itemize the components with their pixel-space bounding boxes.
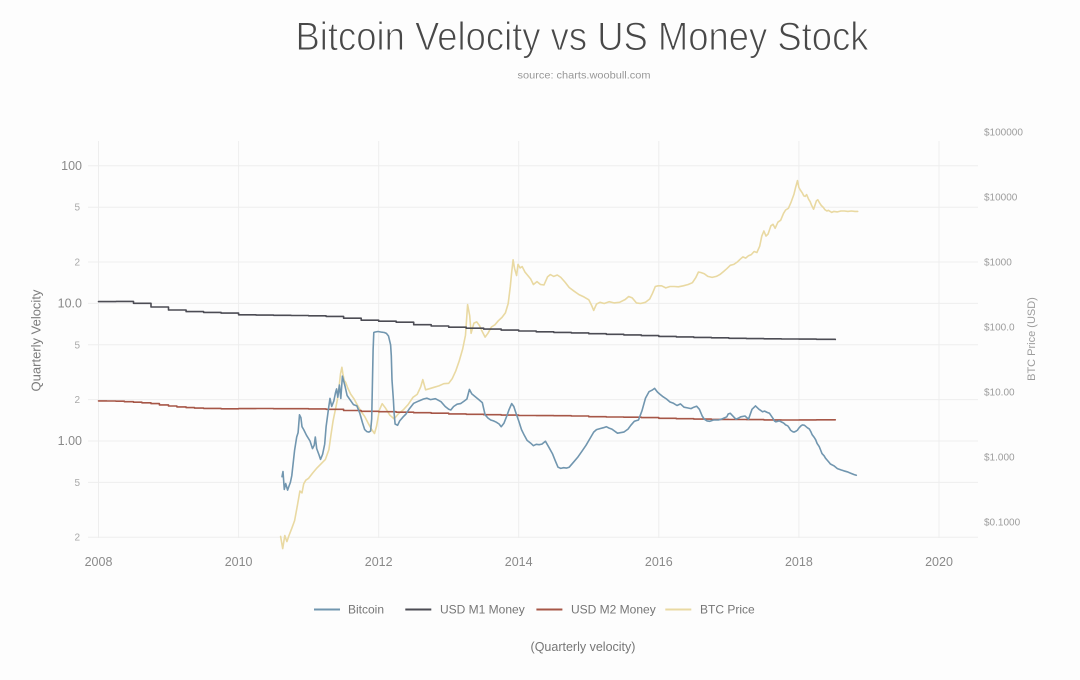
svg-text:USD M2 Money: USD M2 Money	[571, 603, 656, 617]
svg-text:10.0: 10.0	[58, 297, 82, 311]
svg-text:BTC Price: BTC Price	[700, 603, 755, 617]
svg-text:$100.0: $100.0	[984, 323, 1015, 334]
svg-text:2016: 2016	[645, 555, 673, 569]
svg-text:2010: 2010	[225, 555, 253, 569]
svg-text:$1000: $1000	[984, 258, 1012, 269]
svg-text:2012: 2012	[365, 555, 393, 569]
svg-text:source: charts.woobull.com: source: charts.woobull.com	[518, 70, 651, 82]
svg-text:(Quarterly velocity): (Quarterly velocity)	[531, 640, 636, 654]
svg-text:100: 100	[61, 159, 82, 173]
svg-text:$1.000: $1.000	[984, 453, 1015, 464]
svg-text:Bitcoin: Bitcoin	[348, 603, 384, 617]
svg-text:$0.1000: $0.1000	[984, 518, 1021, 529]
svg-text:$100000: $100000	[984, 128, 1023, 139]
svg-text:$10.00: $10.00	[984, 388, 1015, 399]
svg-text:2020: 2020	[925, 555, 953, 569]
svg-text:BTC Price (USD): BTC Price (USD)	[1026, 297, 1038, 381]
svg-text:5: 5	[74, 478, 80, 489]
svg-text:USD M1 Money: USD M1 Money	[440, 603, 525, 617]
svg-text:5: 5	[74, 203, 80, 214]
svg-text:2014: 2014	[505, 555, 533, 569]
svg-text:2: 2	[74, 258, 80, 269]
svg-text:1.00: 1.00	[58, 434, 82, 448]
svg-text:2018: 2018	[785, 555, 813, 569]
svg-text:Quarterly Velocity: Quarterly Velocity	[29, 289, 44, 391]
svg-text:$10000: $10000	[984, 193, 1018, 204]
svg-text:2008: 2008	[85, 555, 113, 569]
svg-text:5: 5	[74, 340, 80, 351]
svg-text:2: 2	[74, 395, 80, 406]
svg-text:2: 2	[74, 533, 80, 544]
svg-text:Bitcoin Velocity vs US Money S: Bitcoin Velocity vs US Money Stock	[296, 15, 869, 59]
